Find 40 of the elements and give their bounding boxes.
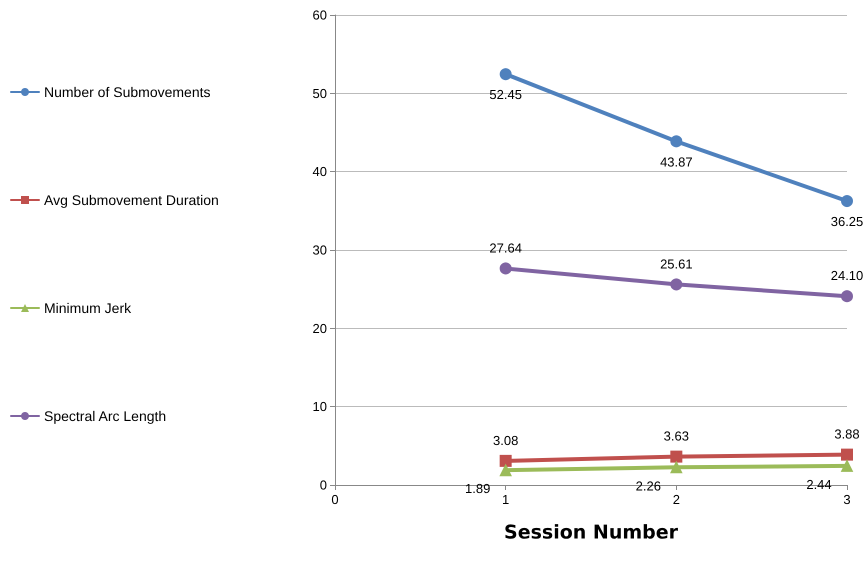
data-label: 1.89 <box>465 481 490 496</box>
data-label: 3.88 <box>834 426 860 442</box>
legend-label: Spectral Arc Length <box>44 408 166 424</box>
data-label: 24.10 <box>830 268 864 284</box>
point <box>670 135 682 148</box>
y-tick-label: 30 <box>312 242 327 258</box>
data-label: 3.08 <box>493 432 518 448</box>
point <box>500 464 512 476</box>
data-label: 2.44 <box>806 476 832 492</box>
point <box>670 278 682 290</box>
y-tick-label: 60 <box>312 8 327 22</box>
point <box>500 68 512 80</box>
data-label: 27.64 <box>489 240 522 256</box>
x-tick-label: 1 <box>502 492 510 507</box>
legend-label: Avg Submovement Duration <box>44 192 219 208</box>
x-axis-title: Session Number <box>504 522 679 544</box>
data-label: 2.26 <box>636 478 661 494</box>
point <box>500 454 512 467</box>
point <box>670 461 682 474</box>
point <box>841 460 853 472</box>
x-tick-label: 3 <box>843 492 851 507</box>
point <box>500 262 512 274</box>
data-label: 25.61 <box>660 256 693 272</box>
y-tick-label: 20 <box>312 320 327 336</box>
legend-label: Number of Submovements <box>44 84 211 100</box>
y-tick-label: 10 <box>312 399 327 414</box>
x-tick-label: 0 <box>331 492 339 507</box>
point <box>841 195 853 208</box>
x-tick-label: 2 <box>672 492 680 507</box>
data-label: 36.25 <box>830 214 864 230</box>
legend-label: Minimum Jerk <box>44 300 132 316</box>
y-tick-label: 40 <box>312 164 327 180</box>
y-tick-label: 50 <box>312 86 327 101</box>
point <box>670 450 682 463</box>
y-tick-label: 0 <box>320 478 327 492</box>
point <box>841 290 853 302</box>
data-label: 43.87 <box>660 154 693 170</box>
data-label: 52.45 <box>489 87 522 102</box>
data-label: 3.63 <box>664 428 689 444</box>
point <box>841 448 853 461</box>
